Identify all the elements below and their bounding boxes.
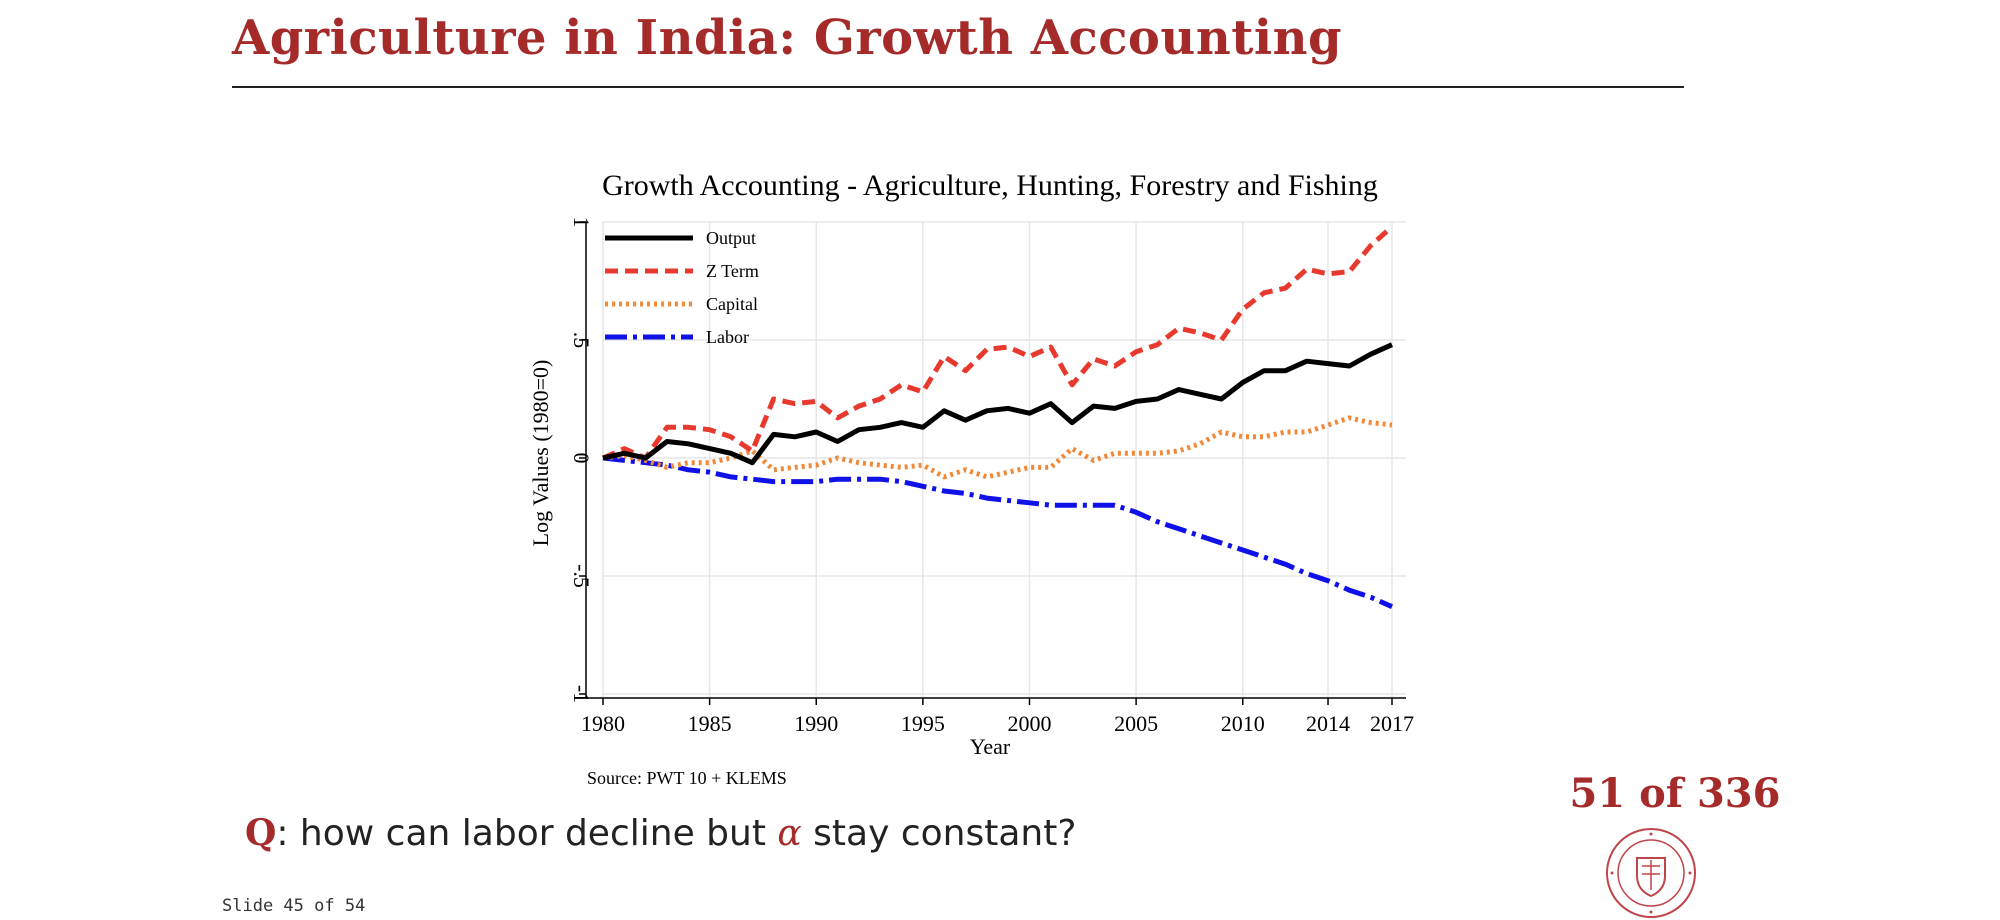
legend-label: Output (706, 228, 756, 248)
x-tick-label: 2017 (1370, 711, 1414, 736)
chart-title: Growth Accounting - Agriculture, Hunting… (602, 169, 1378, 202)
slide-footer: Slide 45 of 54 (222, 896, 366, 916)
slide-counter: 51 of 336 (1569, 770, 1781, 817)
series-line-z-term (601, 224, 1394, 461)
question-label: Q (245, 812, 277, 854)
question-body-start: : how can labor decline but (276, 813, 778, 854)
chart-series (601, 224, 1394, 609)
x-tick-label: 2005 (1114, 711, 1158, 736)
y-tick-label: -.5 (569, 564, 594, 588)
series-line-labor (602, 455, 1394, 609)
x-tick-label: 1995 (901, 711, 945, 736)
y-tick-label: .5 (569, 332, 594, 349)
x-tick-label: 1990 (794, 711, 838, 736)
alpha-symbol: α (777, 813, 802, 854)
chart-axes: 1980 1985 1990 1995 2000 2005 2010 2014 2017 -1 -.… (569, 217, 1414, 737)
title-divider (232, 86, 1684, 88)
series-line-output (602, 342, 1394, 466)
series-line-capital (602, 415, 1393, 480)
slide-title: Agriculture in India: Growth Accounting (232, 10, 1343, 66)
question-text: Q: how can labor decline but α stay cons… (245, 812, 1076, 854)
x-tick-label: 2014 (1306, 711, 1350, 736)
x-tick-label: 1980 (581, 711, 625, 736)
legend-label: Capital (706, 294, 758, 314)
question-body-end: stay constant? (801, 813, 1077, 854)
y-tick-label: 0 (569, 453, 594, 464)
y-tick-label: -1 (569, 685, 594, 703)
legend-label: Z Term (706, 261, 759, 281)
chart-source-note: Source: PWT 10 + KLEMS (587, 768, 787, 788)
y-axis-label: Log Values (1980=0) (528, 360, 553, 547)
x-tick-label: 2010 (1221, 711, 1265, 736)
university-seal-icon (1606, 828, 1696, 918)
x-tick-label: 1985 (688, 711, 732, 736)
legend-label: Labor (706, 327, 749, 347)
chart-legend: Output Z Term Capital Labor (605, 228, 759, 347)
x-tick-label: 2000 (1007, 711, 1051, 736)
x-axis-label: Year (970, 734, 1011, 759)
y-tick-label: 1 (569, 217, 594, 228)
